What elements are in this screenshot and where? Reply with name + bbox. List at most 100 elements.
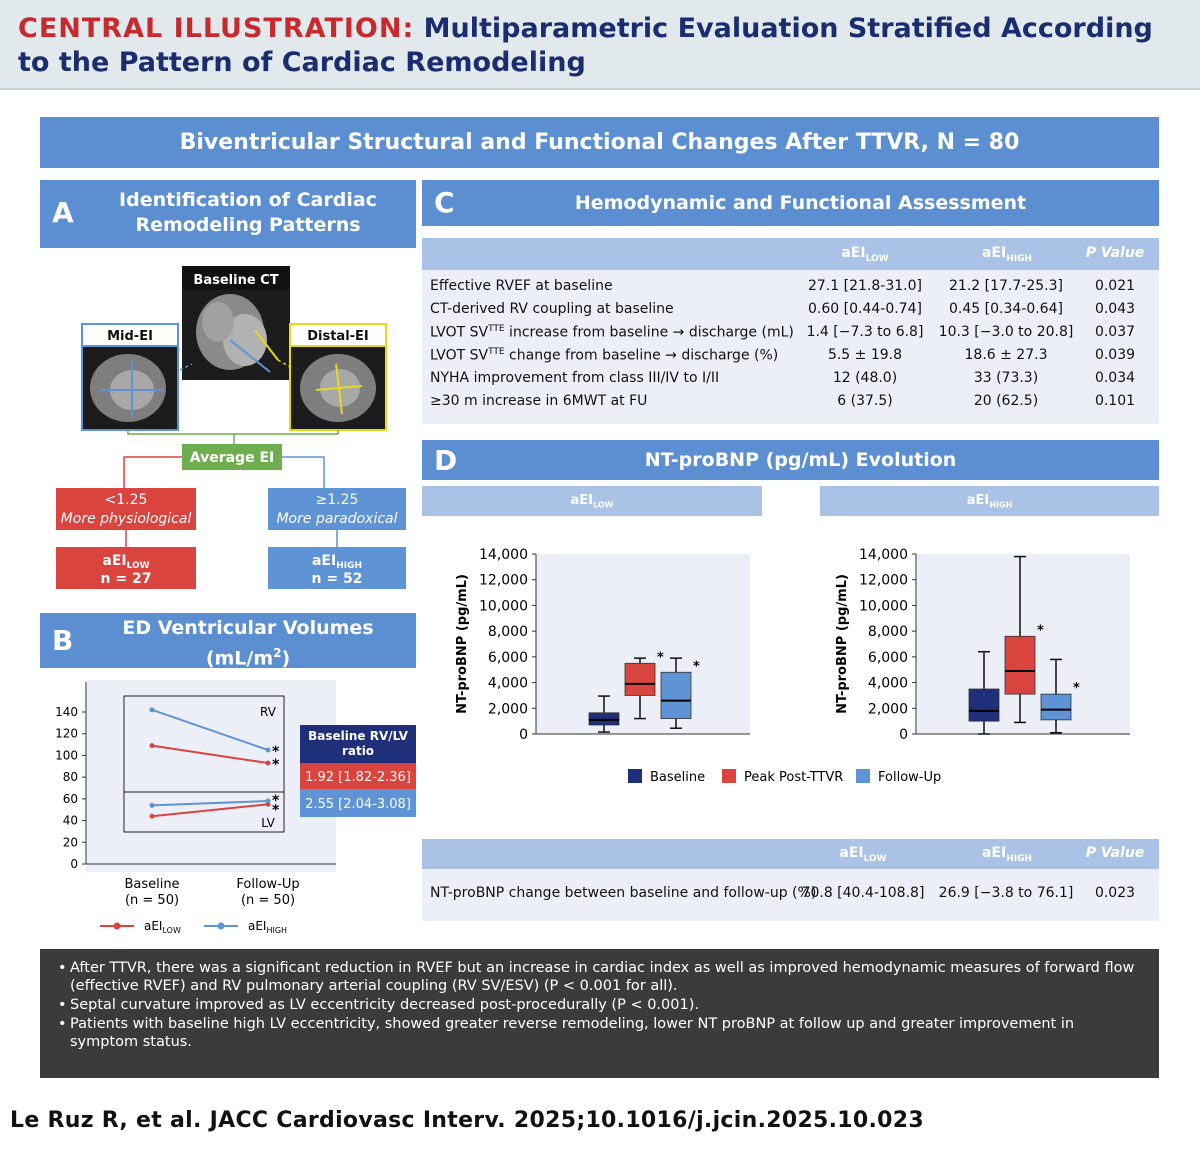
box-significance-star: * — [693, 659, 700, 674]
c-row-low: 6 (37.5) — [837, 393, 893, 409]
b-ytick-label: 40 — [63, 814, 78, 828]
b-ytick-label: 80 — [63, 770, 78, 784]
panel-c-table: aEILOW aEIHIGH P Value Effective RVEF at… — [422, 238, 1159, 424]
panel-b-letter: B — [52, 624, 74, 657]
b-xtick-label: (n = 50) — [241, 893, 295, 908]
box-ytick-label: 12,000 — [859, 573, 908, 589]
box-iqr — [660, 671, 692, 719]
panel-b-title-line2: (mL/m2) — [205, 646, 291, 670]
main-banner-text: Biventricular Structural and Functional … — [179, 130, 1020, 155]
b-ytick-label: 100 — [55, 748, 78, 762]
legend-baseline-swatch — [628, 769, 642, 783]
citation: Le Ruz R, et al. JACC Cardiovasc Interv.… — [10, 1108, 925, 1133]
ntprobnp-high-chart: 0 2,000 4,000 6,000 8,000 10,000 12,000 14,000 N… — [835, 547, 1130, 743]
d-col-low-header: aEILOW — [839, 845, 887, 864]
b-significance-star: * — [272, 744, 280, 760]
legend-low-label: aEILOW — [144, 919, 181, 935]
box-ytick-label: 14,000 — [859, 547, 908, 563]
group-low-label: aEILOW — [570, 493, 614, 510]
d-col-high-header: aEIHIGH — [981, 845, 1033, 864]
box-ytick-label: 10,000 — [859, 598, 908, 614]
illustration-title: Multiparametric Evaluation Stratified Ac… — [18, 13, 1153, 78]
ntprobnp-legend: Baseline Peak Post-TTVR Follow-Up — [628, 769, 941, 785]
c-row-p: 0.021 — [1094, 278, 1136, 294]
c-row-low: 12 (48.0) — [832, 370, 898, 386]
b-series-point — [149, 707, 155, 713]
high-group-label: aEIHIGH — [312, 553, 362, 571]
b-series-line — [151, 744, 269, 765]
panel-a-title: Identification of Cardiac Remodeling Pat… — [80, 188, 416, 238]
group-high-bar: aEIHIGH — [820, 486, 1159, 516]
lv-annotation: LV — [261, 816, 275, 830]
panel-a-title-line2: Remodeling Patterns — [135, 214, 361, 236]
box-ytick-label: 4,000 — [488, 676, 528, 692]
ntprobnp-low-chart: 0 2,000 4,000 6,000 8,000 10,000 12,000 14,000 N… — [455, 547, 750, 743]
c-row-label: LVOT SVTTE increase from baseline → disc… — [430, 324, 794, 341]
box-significance-star: * — [1037, 623, 1044, 638]
low-cut-value: <1.25 — [105, 492, 148, 508]
group-low-bar: aEILOW — [422, 486, 762, 516]
legend-peak-swatch — [722, 769, 736, 783]
panel-d-title: NT-proBNP (pg/mL) Evolution — [644, 449, 957, 471]
summary-box: After TTVR, there was a significant redu… — [40, 949, 1159, 1078]
panel-a-title-line1: Identification of Cardiac — [119, 189, 377, 211]
legend-peak-label: Peak Post-TTVR — [744, 770, 843, 785]
b-series-point — [265, 760, 271, 766]
illustration-label: CENTRAL ILLUSTRATION: — [18, 13, 415, 44]
d-row-label: NT-proBNP change between baseline and fo… — [430, 885, 817, 901]
ratio-header-line2: ratio — [342, 744, 374, 758]
col-low-header: aEILOW — [841, 245, 889, 264]
summary-item: Septal curvature improved as LV eccentri… — [58, 996, 1145, 1014]
b-series-line — [151, 803, 269, 818]
c-row-p: 0.034 — [1094, 370, 1136, 386]
mid-ei-image: Mid-EI — [81, 323, 179, 431]
panel-d-letter: D — [434, 444, 458, 477]
box-ytick-label: 14,000 — [479, 547, 528, 563]
box-ytick-label: 8,000 — [868, 624, 908, 640]
distal-ei-label: Distal-EI — [307, 329, 369, 344]
page-title: CENTRAL ILLUSTRATION: Multiparametric Ev… — [18, 12, 1188, 80]
c-row-low: 1.4 [−7.3 to 6.8] — [806, 324, 924, 340]
c-row-label: ≥30 m increase in 6MWT at FU — [430, 393, 648, 409]
summary-item: After TTVR, there was a significant redu… — [58, 959, 1145, 995]
average-ei-label: Average EI — [190, 450, 274, 466]
box-ytick-label: 6,000 — [868, 650, 908, 666]
b-xtick-label: Baseline — [124, 877, 179, 892]
b-ytick-label: 120 — [55, 727, 78, 741]
legend-baseline-label: Baseline — [650, 770, 705, 785]
distal-ei-image: Distal-EI — [289, 323, 387, 431]
legend-followup-label: Follow-Up — [878, 770, 941, 785]
b-series-point — [265, 747, 271, 753]
c-row-low: 27.1 [21.8-31.0] — [808, 278, 922, 294]
b-ytick-label: 140 — [55, 705, 78, 719]
box-ytick-label: 0 — [899, 727, 908, 743]
c-row-p: 0.101 — [1094, 393, 1136, 409]
ratio-high-box — [300, 789, 416, 817]
high-cut-desc: More paradoxical — [276, 511, 397, 527]
box-significance-star: * — [1073, 681, 1080, 696]
panel-a-header: A Identification of Cardiac Remodeling P… — [40, 180, 416, 248]
c-row-p: 0.043 — [1094, 301, 1136, 317]
b-ytick-label: 20 — [63, 835, 78, 849]
baseline-ct-image: Baseline CT — [182, 266, 290, 380]
panel-c-title: Hemodynamic and Functional Assessment — [574, 192, 1027, 214]
c-row-high: 10.3 [−3.0 to 20.8] — [938, 324, 1074, 340]
panel-a-diagram: Baseline CT Mid-EI Distal-EI Average EI … — [56, 266, 406, 589]
d-col-p-header: P Value — [1085, 845, 1145, 861]
b-significance-star: * — [272, 757, 280, 773]
box-significance-star: * — [657, 650, 664, 665]
c-row-p: 0.037 — [1094, 324, 1136, 340]
b-series-line — [151, 708, 269, 751]
c-row-p: 0.039 — [1094, 347, 1136, 363]
low-cut-box — [56, 488, 196, 530]
panel-b-title-line1: ED Ventricular Volumes — [122, 617, 374, 639]
average-ei-box — [182, 444, 282, 470]
c-row-high: 33 (73.3) — [973, 370, 1039, 386]
d-row-high: 26.9 [−3.8 to 76.1] — [938, 885, 1074, 901]
panel-d-table: aEILOW aEIHIGH P Value NT-proBNP change … — [422, 839, 1159, 921]
box-ytick-label: 2,000 — [488, 701, 528, 717]
box-ytick-label: 4,000 — [868, 676, 908, 692]
box-ylabel: NT-proBNP (pg/mL) — [455, 574, 470, 714]
box-ytick-label: 6,000 — [488, 650, 528, 666]
